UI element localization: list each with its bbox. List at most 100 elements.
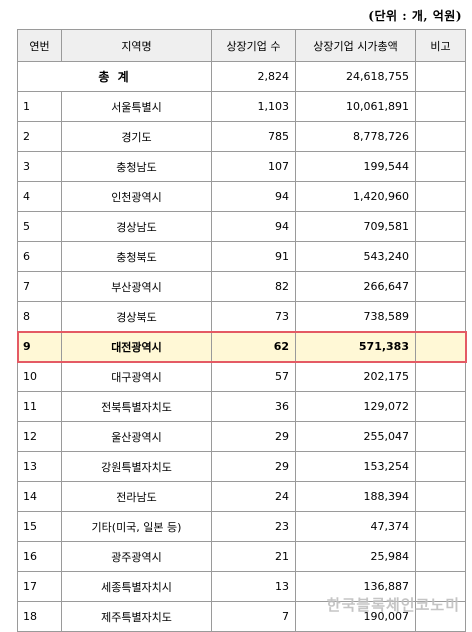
- row-note: [415, 211, 466, 242]
- row-market-cap: 199,544: [295, 151, 416, 182]
- row-count: 36: [211, 391, 296, 422]
- table-row: 10 대구광역시 57 202,175: [17, 361, 466, 392]
- row-count: 91: [211, 241, 296, 272]
- row-number: 2: [17, 121, 62, 152]
- unit-label: (단위 : 개, 억원): [368, 9, 462, 23]
- total-row: 총 계 2,824 24,618,755: [17, 61, 466, 92]
- row-count: 73: [211, 301, 296, 332]
- row-number: 3: [17, 151, 62, 182]
- row-market-cap: 1,420,960: [295, 181, 416, 212]
- row-number: 16: [17, 541, 62, 572]
- row-market-cap: 47,374: [295, 511, 416, 542]
- row-count: 21: [211, 541, 296, 572]
- row-note: [415, 121, 466, 152]
- table-row: 8 경상북도 73 738,589: [17, 301, 466, 332]
- table-row: 6 충청북도 91 543,240: [17, 241, 466, 272]
- table-row: 14 전라남도 24 188,394: [17, 481, 466, 512]
- header-region: 지역명: [61, 29, 212, 62]
- row-count: 1,103: [211, 91, 296, 122]
- row-region: 대전광역시: [61, 331, 212, 362]
- row-count: 94: [211, 211, 296, 242]
- header-no: 연번: [17, 29, 62, 62]
- row-region: 기타(미국, 일본 등): [61, 511, 212, 542]
- table-row: 17 세종특별자치시 13 136,887: [17, 571, 466, 602]
- table-row: 15 기타(미국, 일본 등) 23 47,374: [17, 511, 466, 542]
- row-count: 23: [211, 511, 296, 542]
- header-count: 상장기업 수: [211, 29, 296, 62]
- row-number: 12: [17, 421, 62, 452]
- row-market-cap: 10,061,891: [295, 91, 416, 122]
- row-number: 14: [17, 481, 62, 512]
- row-note: [415, 271, 466, 302]
- row-note: [415, 181, 466, 212]
- row-number: 11: [17, 391, 62, 422]
- row-region: 충청북도: [61, 241, 212, 272]
- row-note: [415, 451, 466, 482]
- row-count: 29: [211, 421, 296, 452]
- row-market-cap: 738,589: [295, 301, 416, 332]
- row-market-cap: 255,047: [295, 421, 416, 452]
- row-count: 62: [211, 331, 296, 362]
- row-note: [415, 151, 466, 182]
- row-number: 8: [17, 301, 62, 332]
- header-market-cap: 상장기업 시가총액: [295, 29, 416, 62]
- row-region: 경상남도: [61, 211, 212, 242]
- row-market-cap: 136,887: [295, 571, 416, 602]
- row-note: [415, 571, 466, 602]
- row-count: 57: [211, 361, 296, 392]
- row-note: [415, 391, 466, 422]
- row-region: 전북특별자치도: [61, 391, 212, 422]
- row-note: [415, 481, 466, 512]
- row-count: 107: [211, 151, 296, 182]
- table-row: 5 경상남도 94 709,581: [17, 211, 466, 242]
- row-count: 94: [211, 181, 296, 212]
- row-number: 13: [17, 451, 62, 482]
- row-market-cap: 8,778,726: [295, 121, 416, 152]
- row-number: 1: [17, 91, 62, 122]
- row-region: 대구광역시: [61, 361, 212, 392]
- table-row: 18 제주특별자치도 7 190,007: [17, 601, 466, 632]
- row-region: 울산광역시: [61, 421, 212, 452]
- row-region: 서울특별시: [61, 91, 212, 122]
- row-note: [415, 301, 466, 332]
- row-note: [415, 91, 466, 122]
- row-market-cap: 266,647: [295, 271, 416, 302]
- row-region: 세종특별자치시: [61, 571, 212, 602]
- row-count: 24: [211, 481, 296, 512]
- table-header-row: 연번 지역명 상장기업 수 상장기업 시가총액 비고: [17, 29, 466, 62]
- row-number: 4: [17, 181, 62, 212]
- row-number: 10: [17, 361, 62, 392]
- row-region: 강원특별자치도: [61, 451, 212, 482]
- total-label: 총 계: [17, 61, 212, 92]
- row-note: [415, 541, 466, 572]
- header-note: 비고: [415, 29, 466, 62]
- table-row: 3 충청남도 107 199,544: [17, 151, 466, 182]
- listed-companies-table: 연번 지역명 상장기업 수 상장기업 시가총액 비고 총 계 2,824 24,…: [16, 29, 467, 632]
- table-row: 7 부산광역시 82 266,647: [17, 271, 466, 302]
- table-row: 16 광주광역시 21 25,984: [17, 541, 466, 572]
- row-number: 18: [17, 601, 62, 632]
- row-note: [415, 421, 466, 452]
- row-region: 부산광역시: [61, 271, 212, 302]
- row-number: 7: [17, 271, 62, 302]
- table-row: 4 인천광역시 94 1,420,960: [17, 181, 466, 212]
- row-count: 7: [211, 601, 296, 632]
- table-row: 13 강원특별자치도 29 153,254: [17, 451, 466, 482]
- row-note: [415, 361, 466, 392]
- row-region: 전라남도: [61, 481, 212, 512]
- row-number: 17: [17, 571, 62, 602]
- row-note: [415, 601, 466, 632]
- row-note: [415, 511, 466, 542]
- total-market-cap: 24,618,755: [295, 61, 416, 92]
- row-market-cap: 709,581: [295, 211, 416, 242]
- row-count: 29: [211, 451, 296, 482]
- row-market-cap: 129,072: [295, 391, 416, 422]
- row-region: 경상북도: [61, 301, 212, 332]
- table-row: 1 서울특별시 1,103 10,061,891: [17, 91, 466, 122]
- row-count: 13: [211, 571, 296, 602]
- row-market-cap: 190,007: [295, 601, 416, 632]
- row-region: 경기도: [61, 121, 212, 152]
- row-market-cap: 571,383: [295, 331, 416, 362]
- row-region: 제주특별자치도: [61, 601, 212, 632]
- row-market-cap: 188,394: [295, 481, 416, 512]
